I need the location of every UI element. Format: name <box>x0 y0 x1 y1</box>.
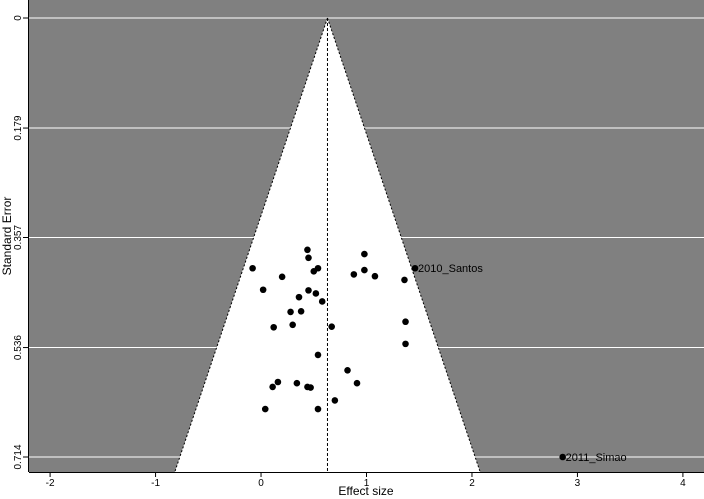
x-tick-label-6: 4 <box>680 478 686 489</box>
data-points <box>249 246 566 461</box>
data-point-12 <box>259 286 267 294</box>
point-label-2011_Simao: 2011_Simao <box>566 452 627 464</box>
data-point-19 <box>289 321 296 329</box>
x-tick-label-3: 1 <box>364 478 370 489</box>
x-tick-label-1: -1 <box>151 478 160 489</box>
data-point-34 <box>314 405 322 413</box>
data-point-32 <box>331 397 339 404</box>
x-tick-label-0: -2 <box>46 478 55 489</box>
data-point-2 <box>305 254 312 262</box>
data-point-9 <box>361 266 368 274</box>
x-axis-label: Effect size <box>338 484 393 498</box>
data-point-8 <box>350 271 358 278</box>
data-point-18 <box>297 307 305 315</box>
data-point-30 <box>307 384 314 391</box>
data-point-23 <box>402 340 409 348</box>
data-point-20 <box>270 323 277 331</box>
data-point-17 <box>287 308 294 316</box>
data-point-5 <box>361 250 368 258</box>
point-labels: 2010_Santos 2011_Simao <box>418 263 627 464</box>
y-axis-label: Standard Error <box>0 197 14 276</box>
data-point-14 <box>312 290 320 297</box>
data-point-28 <box>269 383 276 391</box>
data-point-25 <box>344 367 351 374</box>
y-axis: 0 0.179 0.357 0.536 0.714 <box>13 0 29 472</box>
data-point-21 <box>328 323 335 330</box>
data-point-7 <box>278 273 286 281</box>
data-point-26 <box>274 378 282 386</box>
data-point-31 <box>353 379 361 387</box>
y-tick-label-3: 0.536 <box>13 335 24 360</box>
y-tick-label-0: 0 <box>13 15 24 21</box>
data-point-10 <box>371 272 379 280</box>
data-point-4 <box>314 264 322 272</box>
data-point-11 <box>401 276 408 284</box>
data-point-1 <box>304 246 311 254</box>
data-point-27 <box>293 379 301 387</box>
data-point-16 <box>318 298 326 305</box>
data-point-35 <box>559 453 566 461</box>
y-tick-label-2: 0.357 <box>13 225 24 250</box>
x-axis: -2 -1 0 1 2 3 4 <box>29 472 704 489</box>
data-point-15 <box>295 293 303 301</box>
point-label-2010_Santos: 2010_Santos <box>418 263 483 275</box>
x-tick-label-2: 0 <box>258 478 264 489</box>
x-tick-label-5: 3 <box>575 478 581 489</box>
data-point-0 <box>249 264 256 272</box>
data-point-24 <box>314 351 322 359</box>
data-point-22 <box>402 318 409 326</box>
data-point-6 <box>411 264 419 272</box>
data-point-13 <box>305 287 312 294</box>
x-tick-label-4: 2 <box>469 478 475 489</box>
y-tick-label-1: 0.179 <box>13 115 24 140</box>
data-point-33 <box>261 405 269 413</box>
y-tick-label-4: 0.714 <box>13 444 24 469</box>
